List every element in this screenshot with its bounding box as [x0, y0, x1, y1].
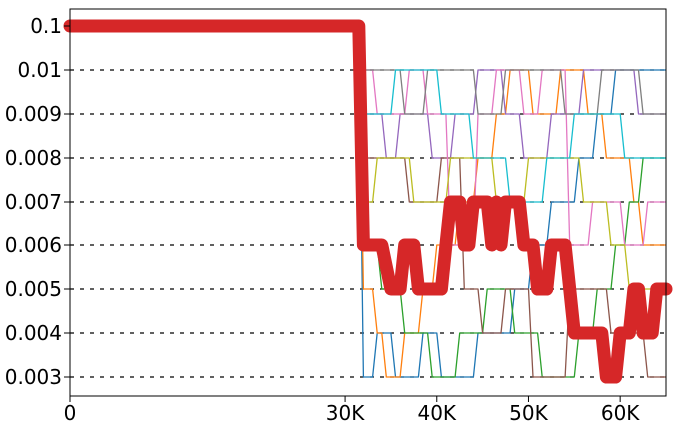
y-tick-label: 0.01 [17, 58, 62, 82]
y-tick-label: 0.008 [5, 146, 62, 170]
y-tick-label: 0.006 [5, 233, 62, 257]
series-line [70, 25, 666, 159]
x-axis: 0 30K 40K 50K 60K [64, 396, 640, 425]
y-tick-label: 0.009 [5, 102, 62, 126]
highlight-series [63, 19, 673, 384]
x-tick-label: 60K [601, 401, 640, 425]
series-line [70, 25, 666, 115]
y-axis: 0.1 0.01 0.009 0.008 0.007 0.006 0.005 0.004 0.0… [5, 14, 70, 389]
x-tick-label: 50K [509, 401, 548, 425]
y-tick-label: 0.007 [5, 190, 62, 214]
y-tick-label: 0.1 [30, 14, 62, 38]
y-tick-label: 0.003 [5, 365, 62, 389]
y-tick-label: 0.004 [5, 321, 62, 345]
x-tick-label: 30K [326, 401, 365, 425]
x-tick-label: 40K [417, 401, 456, 425]
y-tick-label: 0.005 [5, 277, 62, 301]
highlight-line [63, 19, 673, 384]
series-line [70, 25, 666, 203]
x-tick-label: 0 [64, 401, 77, 425]
series-line [70, 25, 666, 290]
series-line [70, 25, 666, 378]
